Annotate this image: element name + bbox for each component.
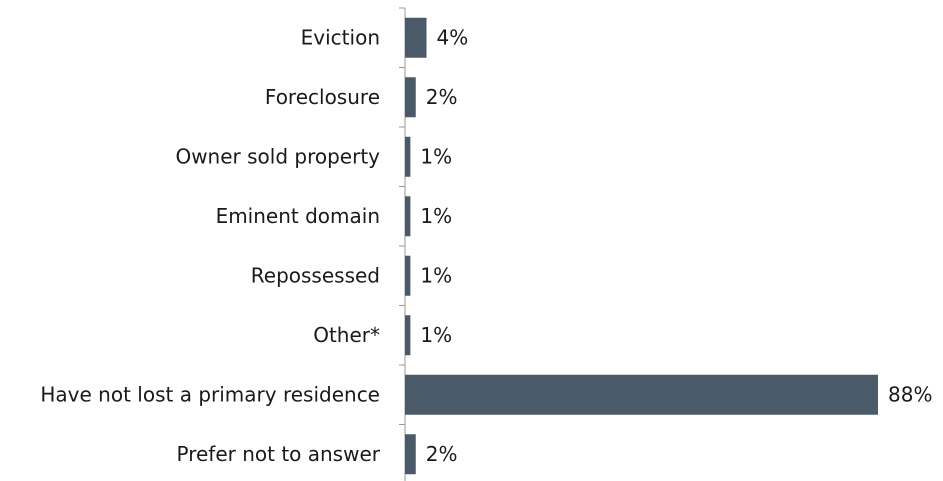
bar [405,196,411,237]
category-label: Owner sold property [175,144,380,168]
value-label: 88% [888,382,932,406]
bar [405,315,411,356]
bar [405,77,416,118]
bar [405,374,878,415]
bar [405,17,427,58]
bar [405,255,411,296]
value-label: 1% [420,323,452,347]
bar [405,136,411,177]
value-label: 1% [420,144,452,168]
category-label: Eminent domain [216,204,380,228]
bar [405,434,416,475]
category-label: Other* [313,323,380,347]
category-label: Eviction [301,25,380,49]
value-label: 2% [426,85,458,109]
value-label: 2% [426,442,458,466]
value-label: 4% [437,25,469,49]
category-label: Foreclosure [265,85,380,109]
category-label: Repossessed [251,263,380,287]
category-label: Prefer not to answer [176,442,380,466]
value-label: 1% [420,263,452,287]
value-label: 1% [420,204,452,228]
category-label: Have not lost a primary residence [40,382,380,406]
